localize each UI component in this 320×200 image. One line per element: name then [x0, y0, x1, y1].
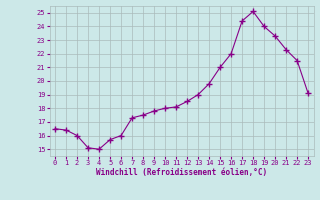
X-axis label: Windchill (Refroidissement éolien,°C): Windchill (Refroidissement éolien,°C)	[96, 168, 267, 177]
